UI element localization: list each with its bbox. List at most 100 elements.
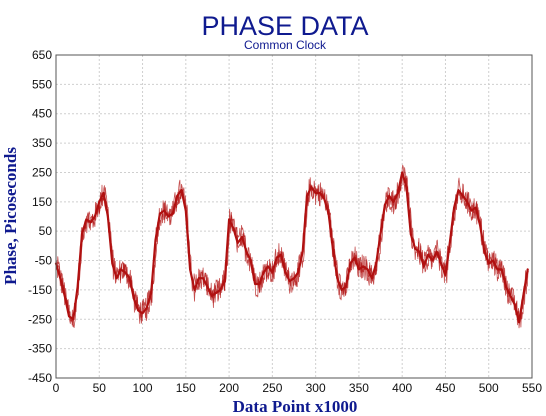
y-tick-label: -250 xyxy=(28,312,52,326)
phase-data-point xyxy=(271,271,274,274)
phase-data-point xyxy=(176,195,179,197)
phase-series-noise xyxy=(55,164,529,329)
phase-data-point xyxy=(72,318,75,321)
phase-data-point xyxy=(167,215,170,218)
phase-data-point xyxy=(245,250,248,253)
phase-data-point xyxy=(397,192,399,194)
y-tick-label: -50 xyxy=(35,254,53,268)
phase-data-point xyxy=(202,277,205,280)
phase-data-point xyxy=(435,250,438,253)
phase-data-point xyxy=(215,291,218,294)
phase-data-point xyxy=(197,277,200,280)
phase-data-point xyxy=(366,268,369,271)
phase-data-point xyxy=(262,271,265,274)
x-tick-label: 400 xyxy=(392,381,412,395)
phase-data-point xyxy=(457,189,460,192)
phase-data-point xyxy=(89,221,92,224)
phase-data-point xyxy=(254,283,256,285)
y-tick-label: 50 xyxy=(39,224,53,238)
phase-data-point xyxy=(154,239,157,241)
phase-data-point xyxy=(141,312,144,315)
phase-data-point xyxy=(470,209,473,212)
phase-data-point xyxy=(349,262,352,265)
phase-data-point xyxy=(249,259,252,262)
phase-data-point xyxy=(306,195,308,197)
phase-data-point xyxy=(323,198,326,200)
phase-data-point xyxy=(362,265,365,268)
phase-data-point xyxy=(76,286,79,288)
phase-data-point xyxy=(409,233,412,236)
phase-data-point xyxy=(94,215,96,218)
phase-data-point xyxy=(518,321,520,324)
phase-data-point xyxy=(206,286,209,288)
phase-data-point xyxy=(241,236,244,239)
phase-data-point xyxy=(301,250,304,253)
phase-data-point xyxy=(280,253,282,256)
phase-data-point xyxy=(327,212,330,215)
y-axis-label: Phase, Picoseconds xyxy=(1,147,20,285)
phase-data-point xyxy=(474,206,477,209)
x-axis-label: Data Point x1000 xyxy=(233,397,358,416)
x-tick-label: 150 xyxy=(176,381,196,395)
phase-data-point xyxy=(128,277,131,280)
phase-data-point xyxy=(267,265,269,268)
phase-data-point xyxy=(107,215,109,218)
phase-data-point xyxy=(319,192,321,194)
phase-data-point xyxy=(509,294,512,297)
x-tick-label: 0 xyxy=(53,381,60,395)
x-tick-label: 350 xyxy=(349,381,369,395)
phase-data-point xyxy=(133,297,135,300)
phase-data-point xyxy=(98,200,101,203)
phase-data-point xyxy=(358,268,360,271)
phase-data-point xyxy=(85,218,88,221)
y-tick-label: 450 xyxy=(32,107,52,121)
phase-data-point xyxy=(418,250,421,253)
phase-data-point xyxy=(431,259,434,262)
phase-data-point xyxy=(440,262,442,265)
x-tick-label: 300 xyxy=(306,381,326,395)
x-tick-label: 50 xyxy=(93,381,107,395)
phase-data-point xyxy=(63,294,66,297)
x-tick-label: 100 xyxy=(133,381,153,395)
phase-data-point xyxy=(461,195,464,197)
phase-data-point xyxy=(384,203,386,206)
phase-data-point xyxy=(422,265,425,268)
phase-data-point xyxy=(171,212,174,215)
phase-data-point xyxy=(163,209,166,212)
phase-data-point xyxy=(184,209,187,212)
phase-data-point xyxy=(496,268,499,271)
x-tick-label: 250 xyxy=(262,381,282,395)
phase-data-point xyxy=(258,283,261,285)
phase-data-point xyxy=(314,192,317,194)
phase-data-point xyxy=(180,189,183,192)
phase-data-point xyxy=(115,277,118,280)
phase-data-point xyxy=(310,186,313,189)
phase-data-point xyxy=(150,291,153,294)
phase-series-noise-2 xyxy=(56,167,529,329)
y-tick-label: -150 xyxy=(28,283,52,297)
phase-data-point xyxy=(492,259,494,262)
phase-data-point xyxy=(405,186,408,189)
plot-frame xyxy=(55,54,533,379)
phase-data-point xyxy=(353,256,356,259)
phase-data-point xyxy=(522,294,525,297)
phase-data-point xyxy=(293,277,295,280)
phase-data-point xyxy=(448,242,451,244)
phase-data-point xyxy=(371,277,373,280)
phase-data-point xyxy=(427,253,429,256)
phase-data-point xyxy=(505,286,507,288)
phase-data-point xyxy=(219,289,222,291)
phase-data-point xyxy=(392,200,395,203)
phase-data-point xyxy=(340,289,343,291)
phase-data-point xyxy=(124,271,127,274)
y-tick-label: 250 xyxy=(32,165,52,179)
phase-data-point xyxy=(111,262,114,265)
phase-data-point xyxy=(500,268,503,271)
phase-data-point xyxy=(345,286,347,288)
x-tick-label: 200 xyxy=(219,381,239,395)
phase-data-point xyxy=(401,171,404,174)
phase-data-point xyxy=(236,242,239,244)
grid-lines xyxy=(56,55,532,378)
y-tick-label: 650 xyxy=(32,48,52,62)
phase-data-point xyxy=(232,227,235,230)
